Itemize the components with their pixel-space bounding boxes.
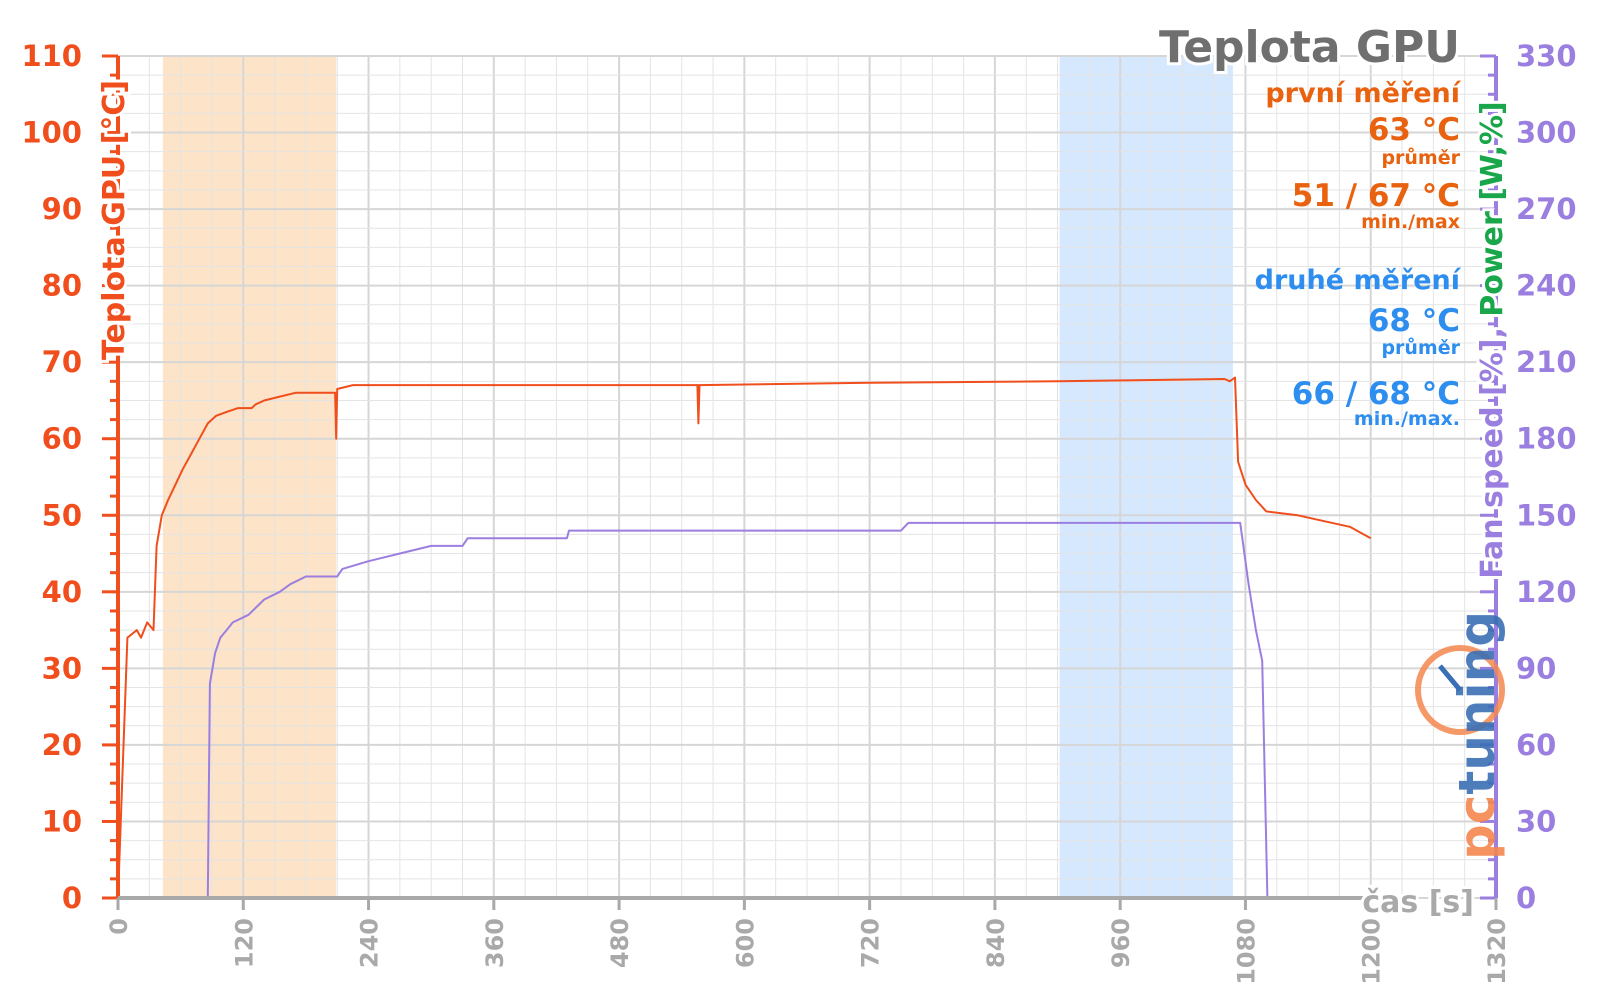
y-axis-right-label-power: Power [W,%] bbox=[1475, 101, 1510, 316]
y-left-tick-label: 80 bbox=[42, 269, 82, 303]
y-right-tick-label: 30 bbox=[1516, 804, 1556, 838]
tick-marks bbox=[102, 54, 1498, 910]
y-left-tick-label: 100 bbox=[21, 116, 82, 150]
y-right-tick-label: 330 bbox=[1516, 39, 1577, 73]
second-minmax-label: min./max. bbox=[1354, 408, 1460, 430]
logo-text-tuning: tuning bbox=[1448, 611, 1506, 795]
y-right-tick-label: 0 bbox=[1516, 881, 1536, 915]
y-left-tick-label: 30 bbox=[42, 651, 82, 685]
x-axis-label: čas [s] bbox=[1362, 885, 1474, 920]
x-tick-label: 960 bbox=[1107, 918, 1135, 968]
y-left-tick-label: 0 bbox=[62, 881, 82, 915]
y-axis-left-label: Teplota GPU [°C] bbox=[97, 80, 132, 360]
y-left-tick-label: 10 bbox=[42, 804, 82, 838]
x-tick-label: 1080 bbox=[1232, 918, 1260, 985]
first-minmax-label: min./max bbox=[1361, 211, 1460, 233]
x-tick-label: 600 bbox=[731, 918, 759, 968]
logo-text-pc: pc bbox=[1448, 795, 1506, 860]
y-left-tick-label: 20 bbox=[42, 728, 82, 762]
y-right-tick-label: 300 bbox=[1516, 116, 1577, 150]
x-tick-label: 840 bbox=[982, 918, 1010, 968]
y-right-tick-label: 60 bbox=[1516, 728, 1556, 762]
y-right-tick-label: 270 bbox=[1516, 192, 1577, 226]
second-avg-label: průměr bbox=[1381, 336, 1460, 359]
x-tick-label: 1200 bbox=[1358, 918, 1386, 985]
grid-lines bbox=[117, 55, 1497, 899]
first-avg-label: průměr bbox=[1381, 146, 1460, 169]
y-right-tick-label: 240 bbox=[1516, 269, 1577, 303]
tick-labels: 0 10 20 30 40 50 60 70 80 90 100 110 0 30 60 90 120 150 18… bbox=[21, 39, 1576, 985]
x-tick-label: 1320 bbox=[1483, 918, 1511, 985]
y-axis-right-label-sep: , bbox=[1475, 317, 1510, 339]
x-tick-label: 480 bbox=[606, 918, 634, 968]
y-left-tick-label: 50 bbox=[42, 498, 82, 532]
logo-gauge-icon bbox=[1415, 645, 1505, 735]
x-tick-label: 0 bbox=[105, 918, 133, 935]
y-right-tick-label: 150 bbox=[1516, 498, 1577, 532]
chart-title: Teplota GPU bbox=[1159, 22, 1460, 73]
second-measurement-stats: druhé měření 68 °C průměr 66 / 68 °C min… bbox=[1255, 265, 1462, 430]
first-measurement-stats: první měření 63 °C průměr 51 / 67 °C min… bbox=[1265, 78, 1461, 233]
temperature-line bbox=[117, 376, 1372, 899]
second-avg-value: 68 °C bbox=[1368, 303, 1460, 339]
y-right-tick-label: 120 bbox=[1516, 575, 1577, 609]
x-tick-label: 720 bbox=[857, 918, 885, 968]
y-right-tick-label: 90 bbox=[1516, 651, 1556, 685]
y-left-tick-label: 40 bbox=[42, 575, 82, 609]
x-tick-label: 120 bbox=[230, 918, 258, 968]
y-axis-right-label: Fan speed [%], Power [W,%] bbox=[1475, 101, 1510, 578]
second-heading: druhé měření bbox=[1255, 265, 1462, 296]
x-tick-label: 360 bbox=[481, 918, 509, 968]
first-avg-value: 63 °C bbox=[1368, 112, 1460, 148]
pctuning-logo: pctuning bbox=[1415, 611, 1506, 860]
y-left-tick-label: 60 bbox=[42, 422, 82, 456]
series-lines bbox=[117, 376, 1372, 899]
first-minmax-value: 51 / 67 °C bbox=[1292, 178, 1460, 214]
first-heading: první měření bbox=[1265, 78, 1461, 109]
x-tick-label: 240 bbox=[356, 918, 384, 968]
second-minmax-value: 66 / 68 °C bbox=[1292, 376, 1460, 412]
y-left-tick-label: 70 bbox=[42, 345, 82, 379]
logo-needle-icon bbox=[1438, 664, 1462, 692]
logo-text: pctuning bbox=[1448, 611, 1506, 860]
y-right-tick-label: 210 bbox=[1516, 345, 1577, 379]
y-left-tick-label: 90 bbox=[42, 192, 82, 226]
fan-speed-line bbox=[118, 521, 1371, 899]
y-axis-right-label-fan: Fan speed [%] bbox=[1475, 339, 1510, 579]
y-right-tick-label: 180 bbox=[1516, 422, 1577, 456]
y-left-tick-label: 110 bbox=[21, 39, 82, 73]
